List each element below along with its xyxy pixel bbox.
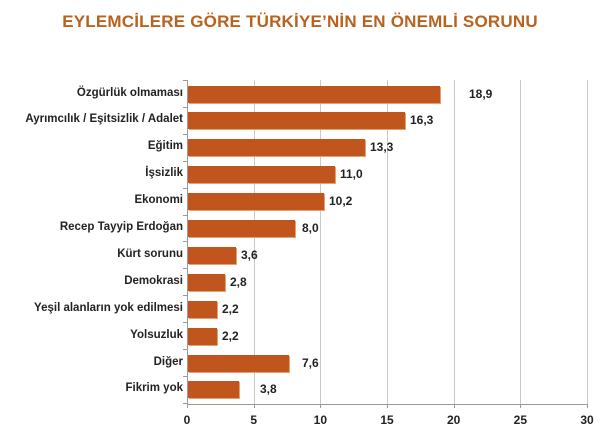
value-label: 10,2 (329, 194, 353, 208)
value-label: 3,6 (241, 248, 258, 262)
y-tick (183, 322, 187, 323)
x-tick (453, 404, 455, 408)
chart-title: EYLEMCİLERE GÖRE TÜRKİYE’NİN EN ÖNEMLİ S… (62, 12, 538, 31)
bar (188, 301, 217, 318)
category-label: Fikrim yok (125, 382, 183, 394)
value-label: 11,0 (340, 167, 363, 181)
gridline (320, 80, 322, 404)
y-tick (183, 161, 187, 162)
y-tick (183, 107, 187, 108)
value-label: 2,8 (230, 275, 247, 289)
bar (188, 328, 217, 345)
x-tick (387, 404, 388, 408)
bar (188, 112, 405, 129)
y-tick (183, 349, 187, 350)
y-tick (183, 295, 187, 296)
bar (188, 220, 295, 237)
value-label: 2,2 (222, 302, 239, 316)
bar (188, 247, 236, 264)
value-label: 13,3 (370, 140, 394, 154)
bar (188, 139, 365, 156)
gridline (520, 80, 522, 404)
category-label: Ayrımcılık / Eşitsizlik / Adalet (25, 113, 183, 125)
bar (188, 355, 289, 372)
category-label: Özgürlük olmaması (76, 87, 183, 99)
category-label: Demokrasi (124, 275, 183, 287)
category-label: Eğitim (147, 140, 183, 152)
category-label: İşsizlik (145, 167, 183, 179)
x-tick (187, 404, 188, 408)
gridline (387, 80, 388, 404)
bar (188, 274, 225, 291)
y-tick (183, 268, 187, 269)
y-tick (183, 403, 187, 404)
x-tick-label: 20 (446, 413, 461, 427)
y-tick (183, 376, 187, 377)
x-tick-label: 10 (313, 413, 327, 427)
x-tick (587, 404, 588, 408)
value-label: 16,3 (410, 113, 434, 127)
category-label: Diğer (153, 356, 183, 368)
y-tick (183, 215, 187, 216)
gridline (587, 80, 588, 404)
gridline (453, 80, 455, 404)
x-tick-label: 25 (513, 413, 527, 427)
y-tick (183, 134, 187, 135)
y-axis-line (187, 80, 188, 404)
category-label: Ekonomi (134, 194, 183, 206)
category-label: Yeşil alanların yok edilmesi (34, 302, 183, 314)
value-label: 8,0 (302, 221, 319, 235)
category-label: Recep Tayyip Erdoğan (59, 221, 183, 233)
bar (188, 166, 335, 183)
category-label: Yolsuzluk (130, 329, 183, 341)
x-tick-label: 0 (183, 413, 191, 427)
x-tick-label: 15 (380, 413, 394, 427)
y-tick (183, 80, 187, 81)
y-tick (183, 241, 187, 242)
x-tick (520, 404, 522, 408)
x-tick-label: 30 (580, 413, 594, 427)
bar (188, 86, 440, 103)
x-tick-label: 5 (250, 413, 257, 427)
value-label: 2,2 (222, 329, 239, 343)
bar (188, 381, 239, 398)
x-tick (253, 404, 255, 408)
bar (188, 193, 324, 210)
gridline (253, 80, 255, 404)
x-tick (320, 404, 322, 408)
x-axis-line (187, 404, 588, 405)
value-label: 3,8 (260, 382, 277, 396)
category-label: Kürt sorunu (117, 248, 183, 260)
value-label: 18,9 (469, 87, 493, 101)
value-label: 7,6 (302, 356, 319, 370)
y-tick (183, 188, 187, 189)
